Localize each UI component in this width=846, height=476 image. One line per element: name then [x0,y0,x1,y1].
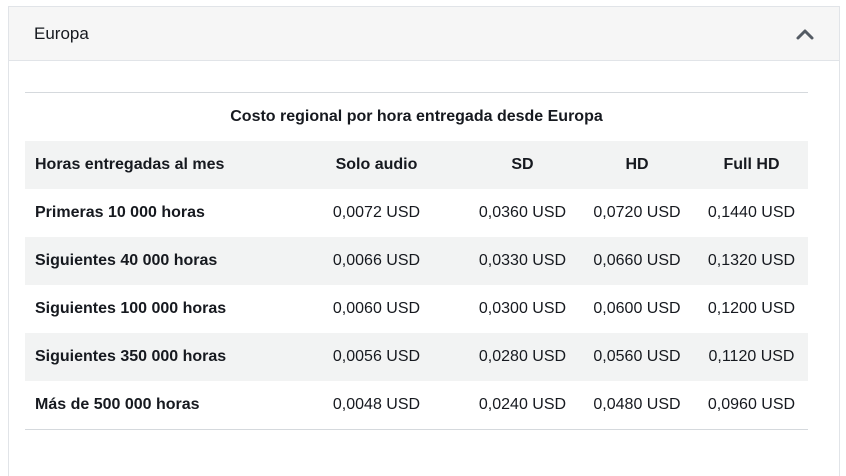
pricing-table-container: Costo regional por hora entregada desde … [25,92,808,430]
pricing-table: Horas entregadas al mes Solo audio SD HD… [25,141,808,430]
price-audio-only: 0,0060 USD [332,300,421,317]
price-hd: 0,0480 USD [593,396,681,413]
price-full-hd: 0,1440 USD [707,204,796,221]
table-row: Siguientes 40 000 horas 0,0066 USD 0,033… [25,237,808,285]
price-full-hd: 0,1120 USD [708,348,795,365]
price-sd: 0,0240 USD [478,396,567,413]
price-audio-only: 0,0056 USD [332,348,421,365]
header-hd: HD [625,156,649,173]
row-label: Siguientes 350 000 horas [35,348,227,365]
row-label: Más de 500 000 horas [35,396,200,413]
table-row: Primeras 10 000 horas 0,0072 USD 0,0360 … [25,189,808,237]
price-audio-only: 0,0066 USD [332,252,421,269]
price-hd: 0,0660 USD [593,252,681,269]
header-hours: Horas entregadas al mes [35,156,225,173]
accordion-title: Europa [34,23,89,43]
price-full-hd: 0,0960 USD [707,396,796,413]
header-sd: SD [511,156,534,173]
price-sd: 0,0330 USD [478,252,567,269]
price-full-hd: 0,1200 USD [707,300,796,317]
table-row: Siguientes 350 000 horas 0,0056 USD 0,02… [25,333,808,381]
price-sd: 0,0360 USD [478,204,567,221]
price-hd: 0,0720 USD [593,204,681,221]
price-hd: 0,0600 USD [593,300,681,317]
price-sd: 0,0280 USD [478,348,567,365]
table-row: Más de 500 000 horas 0,0048 USD 0,0240 U… [25,381,808,430]
table-caption: Costo regional por hora entregada desde … [25,92,808,141]
accordion-header-europa[interactable]: Europa [9,7,839,61]
price-full-hd: 0,1320 USD [707,252,796,269]
price-audio-only: 0,0072 USD [332,204,421,221]
row-label: Primeras 10 000 horas [35,204,205,221]
price-sd: 0,0300 USD [478,300,567,317]
table-row: Siguientes 100 000 horas 0,0060 USD 0,03… [25,285,808,333]
region-accordion-panel: Europa [8,6,840,476]
table-header-row: Horas entregadas al mes Solo audio SD HD… [25,141,808,189]
row-label: Siguientes 100 000 horas [35,300,227,317]
header-audio-only: Solo audio [335,156,418,173]
price-hd: 0,0560 USD [593,348,681,365]
row-label: Siguientes 40 000 horas [35,252,218,269]
price-audio-only: 0,0048 USD [332,396,421,413]
header-full-hd: Full HD [723,156,780,173]
chevron-up-icon[interactable] [795,27,815,41]
